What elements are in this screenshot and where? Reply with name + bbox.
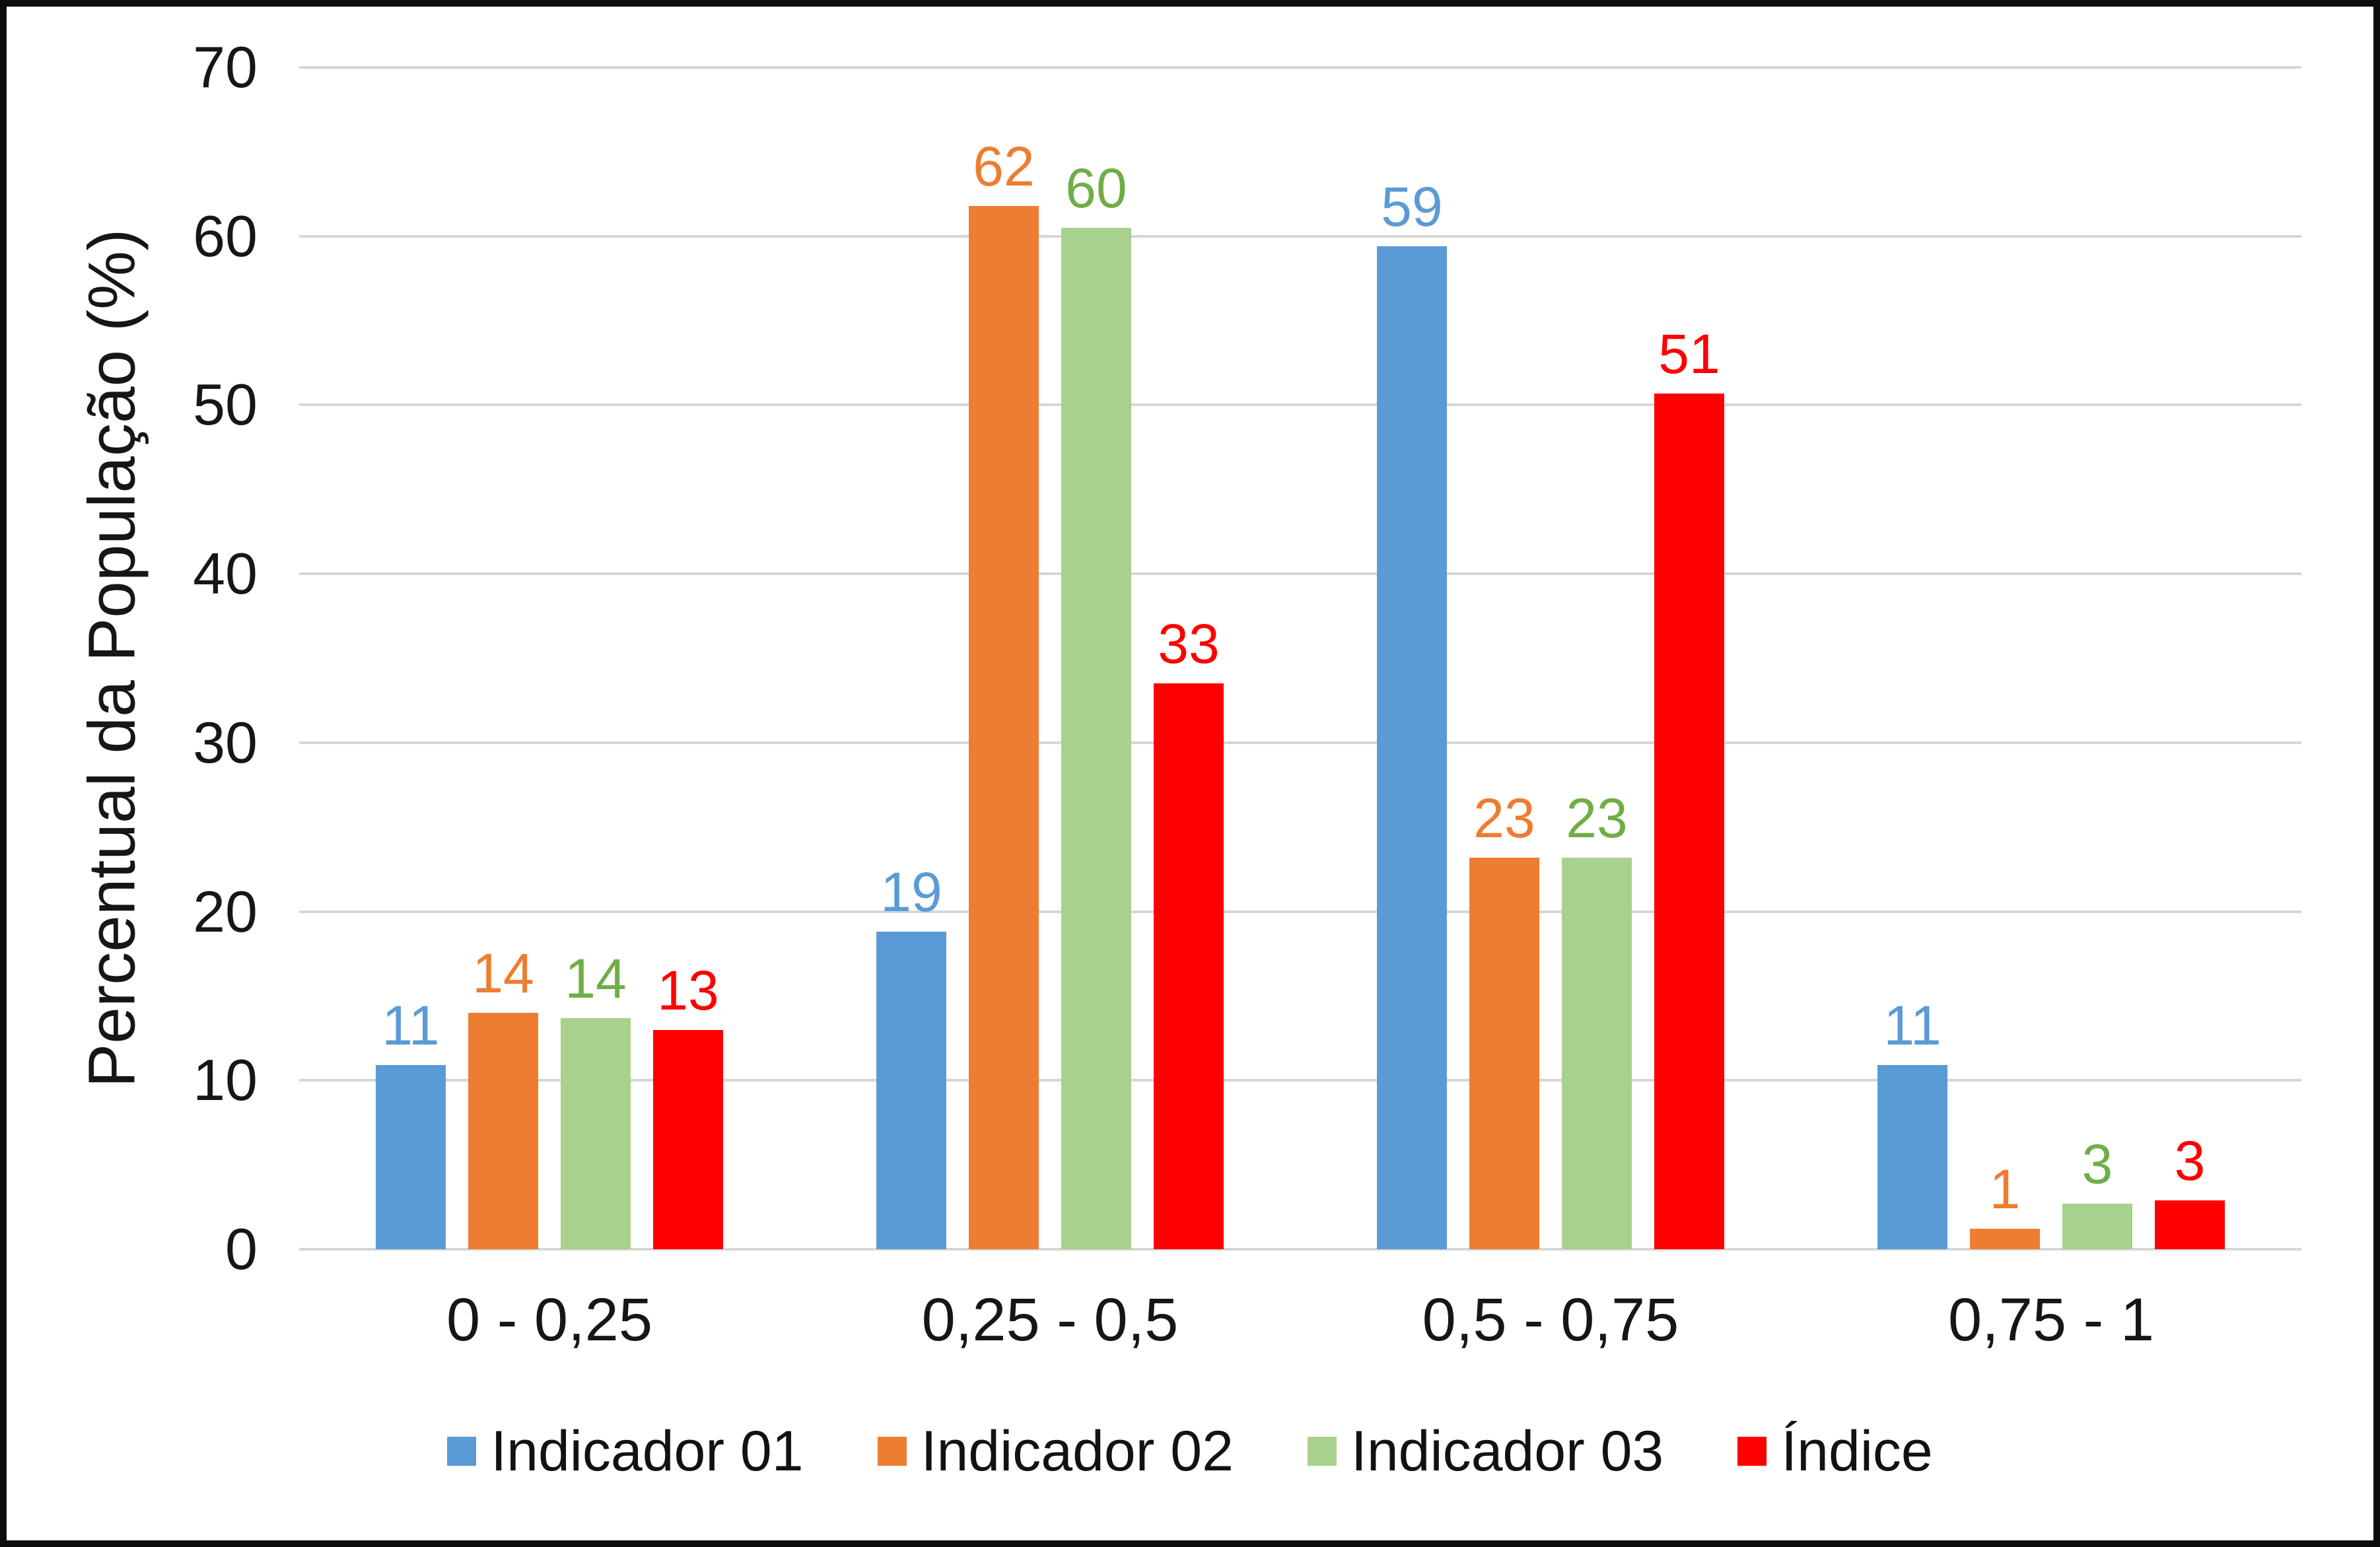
bar-slot: 23	[1469, 788, 1539, 1249]
y-tick-label-70: 70	[193, 34, 258, 100]
bar-group-3: 59 23 23 51	[1300, 67, 1801, 1249]
bar-series-1	[376, 1065, 446, 1249]
bar-series-3	[561, 1017, 631, 1249]
bar-slot: 23	[1562, 788, 1632, 1249]
legend-label: Indicador 03	[1350, 1420, 1664, 1483]
bar-series-1	[1877, 1065, 1947, 1249]
bar-value-label: 59	[1381, 176, 1443, 238]
bar-value-label: 23	[1566, 786, 1628, 849]
bar-value-label: 3	[2174, 1129, 2206, 1192]
bar-slot: 3	[2062, 1134, 2132, 1249]
x-category-label: 0 - 0,25	[446, 1286, 652, 1354]
bar-series-2	[1469, 857, 1539, 1249]
bar-slot: 1	[1970, 1159, 2040, 1249]
bar-slot: 11	[1877, 995, 1947, 1249]
bar-slot: 14	[561, 948, 631, 1249]
bar-slot: 51	[1654, 324, 1724, 1249]
bar-series-4	[653, 1029, 723, 1249]
gridline-70	[299, 66, 2301, 69]
bar-value-label: 1	[1989, 1158, 2021, 1221]
bar-value-label: 11	[1883, 994, 1942, 1057]
bar-series-2	[969, 205, 1039, 1249]
bar-slot: 3	[2155, 1130, 2225, 1249]
bar-slot: 11	[376, 995, 446, 1249]
legend-item: Indicador 02	[877, 1418, 1234, 1484]
bar-value-label: 14	[472, 942, 534, 1004]
y-tick-label-60: 60	[193, 203, 258, 269]
bar-slot: 60	[1061, 158, 1131, 1249]
bar-series-1	[1377, 246, 1447, 1249]
legend-swatch-icon	[447, 1437, 477, 1466]
bar-series-3	[1061, 227, 1131, 1249]
gridline-50	[299, 403, 2301, 407]
bar-slot: 59	[1377, 176, 1447, 1249]
y-tick-label-10: 10	[193, 1047, 258, 1113]
legend-swatch-icon	[1737, 1437, 1767, 1466]
legend-swatch-icon	[1307, 1437, 1337, 1466]
x-category-label: 0,75 - 1	[1948, 1286, 2154, 1354]
y-tick-label-30: 30	[193, 709, 258, 775]
bar-group-1: 11 14 14 13	[299, 67, 800, 1249]
bar-slot: 19	[876, 862, 946, 1249]
bar-value-label: 11	[382, 994, 440, 1057]
gridline-10	[299, 1079, 2301, 1082]
bar-slot: 33	[1154, 613, 1224, 1249]
bar-value-label: 13	[657, 959, 719, 1021]
x-category-label: 0,25 - 0,5	[921, 1286, 1179, 1354]
y-tick-label-40: 40	[193, 541, 258, 607]
bar-series-4	[2155, 1200, 2225, 1249]
gridline-30	[299, 741, 2301, 744]
bar-series-3	[1562, 857, 1632, 1249]
bar-value-label: 60	[1065, 156, 1127, 219]
gridline-40	[299, 572, 2301, 576]
bar-group-4: 11 1 3 3	[1801, 67, 2301, 1249]
bar-series-2	[1970, 1229, 2040, 1249]
legend-label: Indicador 01	[491, 1420, 804, 1483]
legend-item: Indicador 01	[447, 1418, 804, 1484]
bar-value-label: 23	[1473, 786, 1535, 849]
legend-swatch-icon	[877, 1437, 907, 1466]
y-axis-title: Percentual da População (%)	[75, 228, 149, 1088]
bar-group-2: 19 62 60 33	[800, 67, 1300, 1249]
legend-item: Indicador 03	[1307, 1418, 1664, 1484]
legend-label: Indicador 02	[921, 1420, 1234, 1483]
bar-slot: 62	[969, 136, 1039, 1249]
bar-series-4	[1154, 683, 1224, 1249]
x-category-label: 0,5 - 0,75	[1422, 1286, 1679, 1354]
bar-series-1	[876, 932, 946, 1249]
gridline-20	[299, 910, 2301, 913]
gridline-60	[299, 234, 2301, 238]
bar-value-label: 3	[2082, 1132, 2113, 1195]
legend-label: Índice	[1781, 1420, 1933, 1483]
bar-value-label: 33	[1158, 613, 1220, 675]
legend-item: Índice	[1737, 1418, 1933, 1484]
bar-slot: 13	[653, 960, 723, 1249]
bar-series-3	[2062, 1203, 2132, 1249]
legend: Indicador 01 Indicador 02 Indicador 03 Índi…	[7, 1412, 2373, 1491]
bar-slot: 14	[468, 943, 538, 1249]
bar-series-2	[468, 1013, 538, 1249]
bar-value-label: 19	[880, 861, 942, 924]
gridline-0	[299, 1248, 2301, 1251]
bar-value-label: 51	[1658, 322, 1720, 385]
y-tick-label-0: 0	[225, 1216, 258, 1282]
y-tick-label-20: 20	[193, 878, 258, 944]
bar-value-label: 14	[565, 947, 627, 1010]
y-tick-label-50: 50	[193, 372, 258, 438]
bar-value-label: 62	[973, 135, 1035, 197]
bar-series-4	[1654, 393, 1724, 1249]
